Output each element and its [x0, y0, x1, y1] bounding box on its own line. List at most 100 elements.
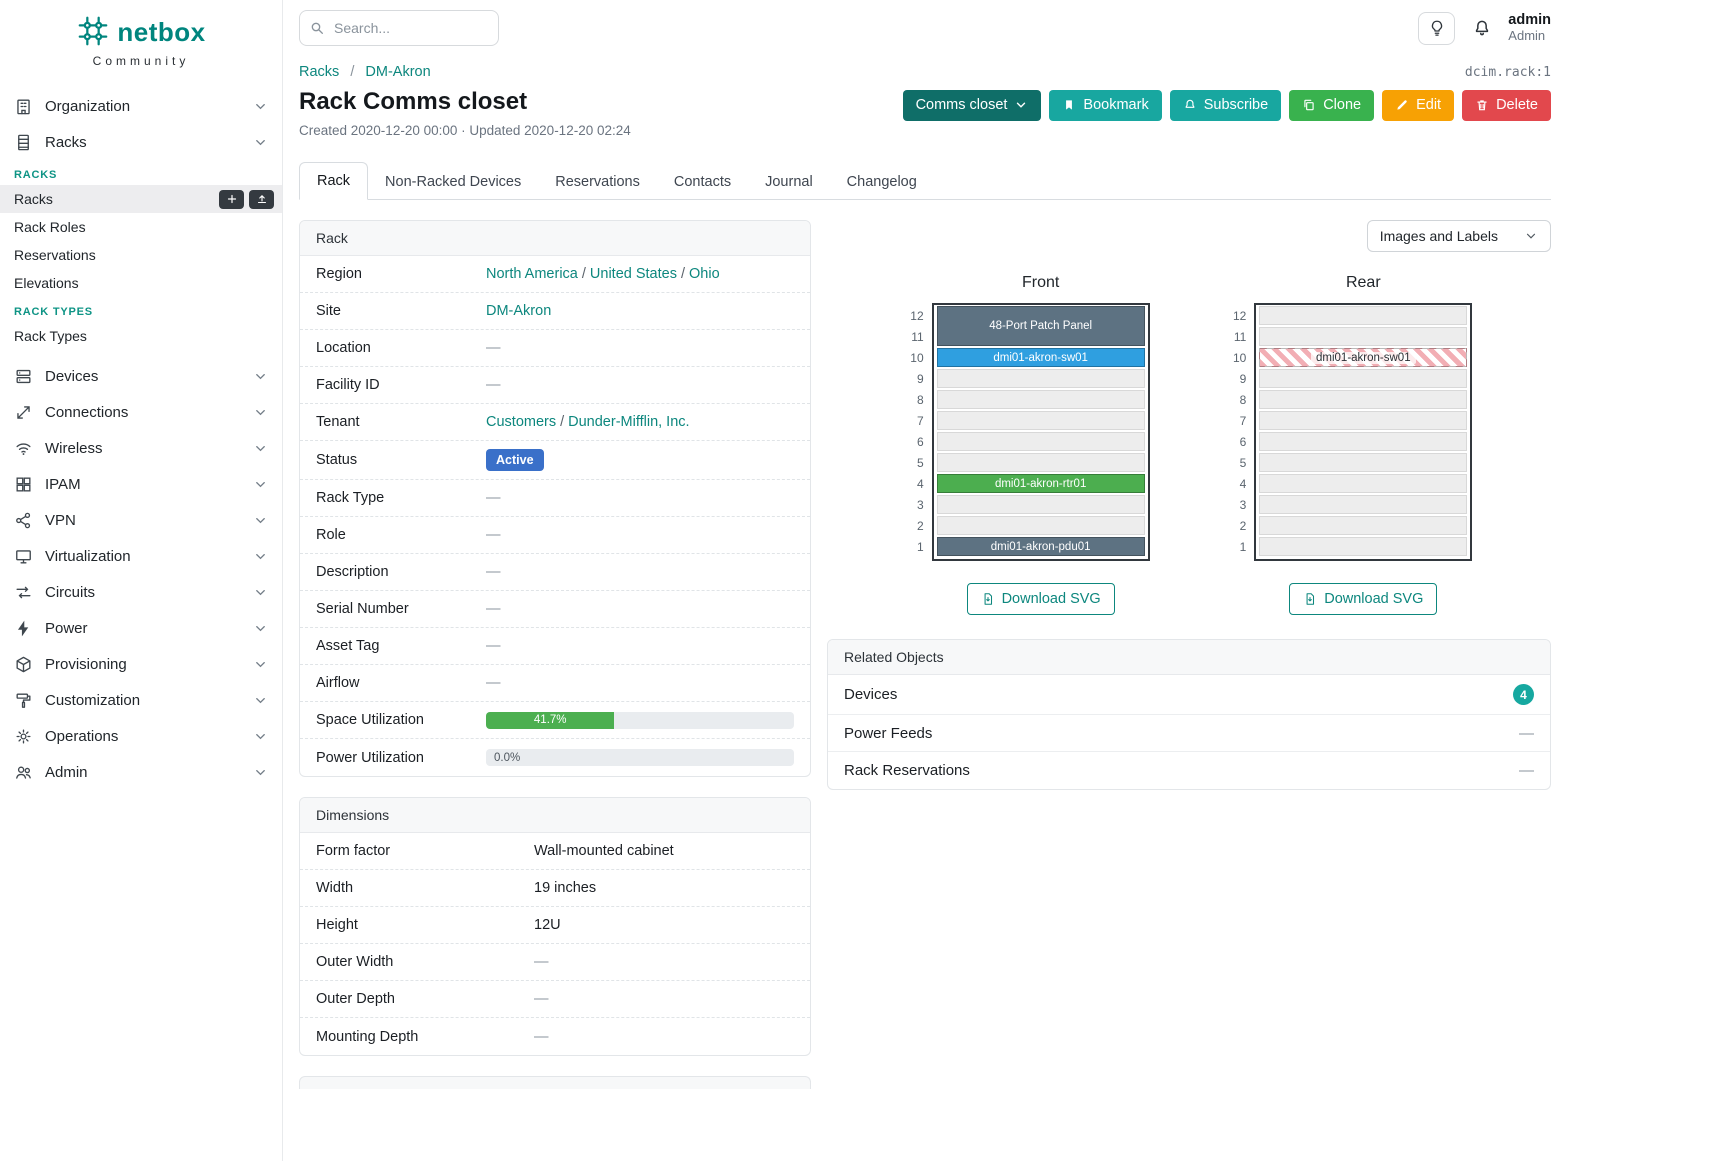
rack-slot-empty[interactable] — [1259, 306, 1468, 325]
rack-slot-empty[interactable] — [1259, 474, 1468, 493]
rack-slot-empty[interactable] — [1259, 516, 1468, 535]
rack-slot-empty[interactable] — [936, 432, 1145, 451]
sidebar-item-connections[interactable]: Connections — [0, 394, 282, 430]
breadcrumb: Racks / DM-Akron — [299, 64, 431, 80]
tenant-link[interactable]: Dunder-Mifflin, Inc. — [568, 414, 690, 430]
row-tenant: Tenant Customers / Dunder-Mifflin, Inc. — [300, 404, 810, 441]
rack-group-dropdown[interactable]: Comms closet — [902, 90, 1042, 121]
sidebar-item-wireless[interactable]: Wireless — [0, 430, 282, 466]
rack-device[interactable]: dmi01-akron-sw01 — [1259, 348, 1468, 367]
unit-number: 11 — [1233, 330, 1247, 344]
row-outer-depth: Outer Depth — — [300, 981, 810, 1018]
rack-device[interactable]: dmi01-akron-sw01 — [936, 348, 1145, 367]
sidebar-item-organization[interactable]: Organization — [0, 88, 282, 124]
rack-slot-empty[interactable] — [936, 495, 1145, 514]
sidebar-item-virtualization[interactable]: Virtualization — [0, 538, 282, 574]
row-rack-type: Rack Type — — [300, 480, 810, 517]
tenant-group-link[interactable]: Customers — [486, 414, 557, 430]
bell-icon — [1476, 20, 1489, 36]
delete-button[interactable]: Delete — [1462, 90, 1551, 121]
rack-device[interactable]: dmi01-akron-pdu01 — [936, 537, 1145, 556]
rack-slot-empty[interactable] — [936, 516, 1145, 535]
related-row-power-feeds[interactable]: Power Feeds — — [828, 715, 1550, 752]
tab-rack[interactable]: Rack — [299, 162, 369, 200]
add-rack-button[interactable] — [219, 189, 244, 209]
sidebar-item-customization[interactable]: Customization — [0, 682, 282, 718]
rack-device[interactable]: dmi01-akron-rtr01 — [936, 474, 1145, 493]
breadcrumb-link-site[interactable]: DM-Akron — [365, 64, 431, 80]
unit-number: 1 — [916, 540, 924, 554]
page-title: Rack Comms closet — [299, 88, 528, 115]
tab-changelog[interactable]: Changelog — [846, 174, 917, 190]
rack-slot-empty[interactable] — [1259, 411, 1468, 430]
rack-slot-empty[interactable] — [1259, 495, 1468, 514]
sidebar-item-provisioning[interactable]: Provisioning — [0, 646, 282, 682]
sidebar-item-admin[interactable]: Admin — [0, 754, 282, 790]
region-link-1[interactable]: North America — [486, 266, 578, 282]
sidebar-item-racks[interactable]: Racks — [0, 124, 282, 160]
user-menu[interactable]: admin Admin — [1508, 12, 1551, 44]
trash-icon — [1477, 100, 1487, 111]
unit-number: 2 — [916, 519, 924, 533]
images-labels-select[interactable]: Images and Labels — [1366, 220, 1551, 252]
sidebar-item-ipam[interactable]: IPAM — [0, 466, 282, 502]
sidebar-item-reservations[interactable]: Reservations — [14, 247, 96, 263]
notifications-button[interactable] — [1472, 18, 1492, 38]
next-card-partial — [299, 1076, 811, 1089]
unit-number: 12 — [910, 309, 924, 323]
brand: netbox Community — [0, 0, 282, 68]
bookmark-button[interactable]: Bookmark — [1049, 90, 1162, 121]
rack-slot-empty[interactable] — [936, 390, 1145, 409]
theme-toggle-button[interactable] — [1418, 11, 1456, 45]
rack-slot-empty[interactable] — [1259, 453, 1468, 472]
grid-icon — [14, 474, 34, 494]
wifi-icon — [14, 438, 34, 458]
tab-reservations[interactable]: Reservations — [555, 174, 640, 190]
region-link-2[interactable]: United States — [589, 266, 677, 282]
breadcrumb-link-racks[interactable]: Racks — [299, 64, 340, 80]
chevron-down-icon — [253, 549, 268, 564]
sidebar-item-power[interactable]: Power — [0, 610, 282, 646]
tab-journal[interactable]: Journal — [765, 174, 813, 190]
tab-contacts[interactable]: Contacts — [673, 174, 732, 190]
row-status: Status Active — [300, 441, 810, 480]
rack-slot-empty[interactable] — [1259, 537, 1468, 556]
clone-button[interactable]: Clone — [1289, 90, 1375, 121]
search-input[interactable] — [299, 10, 499, 46]
rack-slot-empty[interactable] — [1259, 327, 1468, 346]
sidebar-item-devices[interactable]: Devices — [0, 358, 282, 394]
search-box — [299, 10, 499, 46]
rack-slot-empty[interactable] — [936, 453, 1145, 472]
site-link[interactable]: DM-Akron — [486, 303, 552, 319]
rack-slot-empty[interactable] — [1259, 369, 1468, 388]
row-space-utilization: Space Utilization 41.7% — [300, 702, 810, 739]
rack-device[interactable]: 48-Port Patch Panel — [936, 306, 1145, 346]
region-link-3[interactable]: Ohio — [689, 266, 720, 282]
download-svg-rear-button[interactable]: Download SVG — [1289, 583, 1438, 615]
rack-slot-empty[interactable] — [1259, 432, 1468, 451]
tab-non-racked-devices[interactable]: Non-Racked Devices — [385, 174, 522, 190]
rack-slot-empty[interactable] — [1259, 390, 1468, 409]
sidebar-item-vpn[interactable]: VPN — [0, 502, 282, 538]
sidebar-item-operations[interactable]: Operations — [0, 718, 282, 754]
sidebar-item-rack-roles[interactable]: Rack Roles — [14, 219, 86, 235]
unit-number: 8 — [1239, 393, 1247, 407]
rack-slot-empty[interactable] — [936, 411, 1145, 430]
topbar: admin Admin — [283, 0, 1733, 56]
devices-count-badge: 4 — [1513, 684, 1534, 705]
download-svg-front-button[interactable]: Download SVG — [966, 583, 1115, 615]
edit-button[interactable]: Edit — [1382, 90, 1455, 121]
sidebar-item-racks-list[interactable]: Racks — [0, 185, 282, 213]
related-row-devices[interactable]: Devices 4 — [828, 675, 1550, 715]
sidebar-item-rack-types[interactable]: Rack Types — [14, 328, 87, 344]
import-racks-button[interactable] — [249, 189, 274, 209]
row-asset-tag: Asset Tag — — [300, 628, 810, 665]
unit-number: 6 — [916, 435, 924, 449]
subscribe-button[interactable]: Subscribe — [1169, 90, 1282, 121]
related-row-rack-reservations[interactable]: Rack Reservations — — [844, 762, 1534, 779]
unit-number: 3 — [916, 498, 924, 512]
sidebar-item-elevations[interactable]: Elevations — [14, 275, 79, 291]
row-location: Location — — [300, 330, 810, 367]
rack-slot-empty[interactable] — [936, 369, 1145, 388]
sidebar-item-circuits[interactable]: Circuits — [0, 574, 282, 610]
